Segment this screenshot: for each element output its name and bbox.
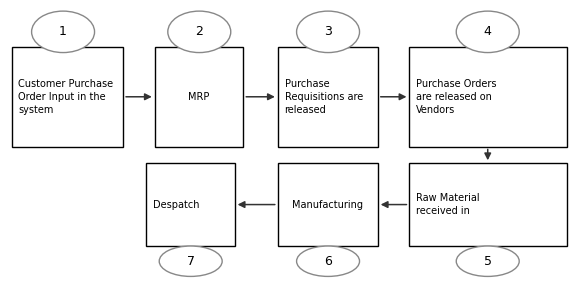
Text: Raw Material
received in: Raw Material received in — [416, 193, 480, 216]
Ellipse shape — [168, 11, 231, 52]
Text: Purchase
Requisitions are
released: Purchase Requisitions are released — [284, 79, 363, 115]
Bar — [146, 163, 235, 246]
Bar — [277, 47, 378, 147]
Ellipse shape — [32, 11, 95, 52]
Text: MRP: MRP — [188, 92, 210, 102]
Bar — [409, 163, 566, 246]
Text: 5: 5 — [484, 255, 492, 268]
Text: 3: 3 — [324, 25, 332, 38]
Text: 4: 4 — [484, 25, 492, 38]
Text: 1: 1 — [59, 25, 67, 38]
Bar — [409, 47, 566, 147]
Ellipse shape — [297, 246, 360, 276]
Bar — [155, 47, 244, 147]
Ellipse shape — [456, 11, 519, 52]
Bar — [277, 163, 378, 246]
Ellipse shape — [159, 246, 222, 276]
Text: Purchase Orders
are released on
Vendors: Purchase Orders are released on Vendors — [416, 79, 497, 115]
Text: 6: 6 — [324, 255, 332, 268]
Ellipse shape — [456, 246, 519, 276]
Text: 7: 7 — [187, 255, 194, 268]
Text: Despatch: Despatch — [153, 200, 199, 210]
Bar — [12, 47, 123, 147]
Ellipse shape — [297, 11, 360, 52]
Text: 2: 2 — [195, 25, 203, 38]
Text: Manufacturing: Manufacturing — [292, 200, 363, 210]
Text: Customer Purchase
Order Input in the
system: Customer Purchase Order Input in the sys… — [19, 79, 113, 115]
